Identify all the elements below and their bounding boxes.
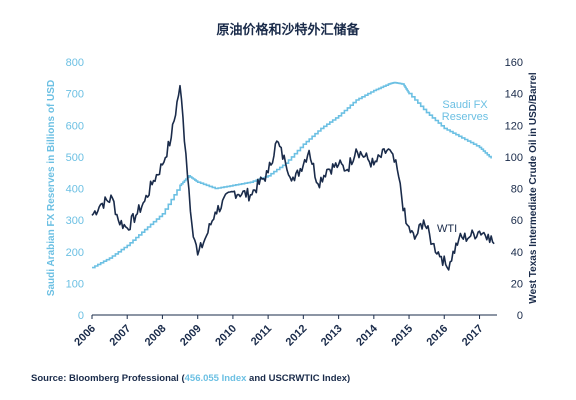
y-tick-label-left: 400 <box>66 184 84 196</box>
annotation-line: Saudi FX <box>442 99 488 111</box>
x-tick-label: 2013 <box>319 323 345 349</box>
y-tick-label-right: 20 <box>511 278 523 290</box>
y-tick-label-left: 300 <box>66 215 84 227</box>
x-tick-label: 2009 <box>178 323 204 349</box>
y-tick-label-left: 200 <box>66 247 84 259</box>
y-tick-label-left: 0 <box>78 310 84 322</box>
x-tick-label: 2012 <box>284 323 310 349</box>
series-line-wti <box>91 84 495 271</box>
source-link[interactable]: 456.055 Index <box>184 373 247 384</box>
x-tick-label: 2008 <box>143 323 169 349</box>
x-tick-label: 2015 <box>389 323 415 349</box>
x-tick-label: 2016 <box>425 323 451 349</box>
series-line-saudi-fx <box>92 81 492 269</box>
y-tick-label-left: 100 <box>66 278 84 290</box>
y-tick-label-right: 80 <box>511 184 523 196</box>
y-tick-label-left: 700 <box>66 89 84 101</box>
source-note: Source: Bloomberg Professional (456.055 … <box>31 373 350 384</box>
x-tick-label: 2006 <box>72 323 98 349</box>
y-tick-label-right: 140 <box>505 89 523 101</box>
y-axis-label-left: Saudi Arabian FX Reserves in Billions of… <box>46 80 57 296</box>
y-axis-label-right: West Texas Intermediate Crude Oil in USD… <box>528 72 539 304</box>
y-tick-label-left: 800 <box>66 57 84 69</box>
chart-title: 原油价格和沙特外汇储备 <box>216 22 360 38</box>
x-tick-label: 2007 <box>108 323 134 349</box>
left-axis: 0 100 200 300 400 500 600 700 800 <box>66 57 84 322</box>
y-tick-label-left: 600 <box>66 120 84 132</box>
y-tick-label-right: 160 <box>505 57 523 69</box>
y-tick-label-right: 0 <box>517 310 523 322</box>
right-axis: 0 20 40 60 80 100 120 140 160 <box>505 57 523 322</box>
x-tick-label: 2010 <box>213 323 239 349</box>
y-tick-label-right: 100 <box>505 152 523 164</box>
y-tick-label-right: 120 <box>505 120 523 132</box>
annotation-wti: WTI <box>437 223 457 235</box>
y-tick-label-left: 500 <box>66 152 84 164</box>
source-suffix: and USCRWTIC Index) <box>246 373 351 384</box>
x-axis: 2006 2007 2008 2009 2010 2011 2012 2013 2014 2015… <box>72 314 497 349</box>
x-tick-label: 2011 <box>249 323 274 348</box>
annotation-saudi-fx: Saudi FX Reserves <box>442 99 489 123</box>
x-tick-label: 2014 <box>354 322 380 348</box>
y-tick-label-right: 60 <box>511 215 523 227</box>
y-tick-label-right: 40 <box>511 247 523 259</box>
annotation-line: Reserves <box>442 111 489 123</box>
x-tick-label: 2017 <box>460 323 486 349</box>
source-prefix: Source: Bloomberg Professional ( <box>31 373 185 384</box>
